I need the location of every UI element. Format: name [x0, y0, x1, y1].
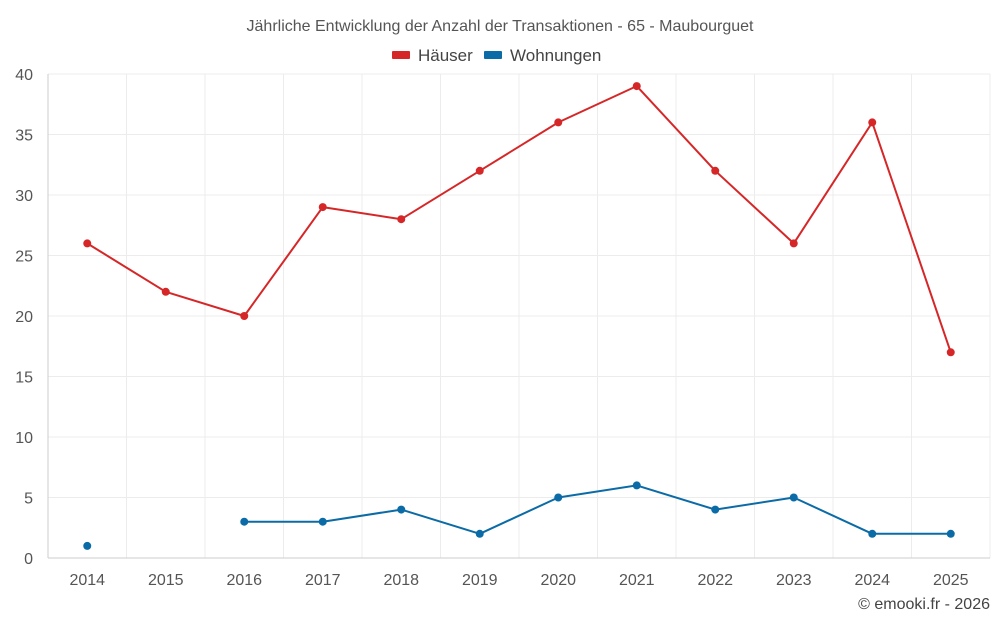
data-point-haeuser[interactable] — [397, 215, 406, 224]
data-point-haeuser[interactable] — [161, 287, 170, 296]
data-point-haeuser[interactable] — [946, 348, 955, 357]
x-tick-label: 2017 — [305, 572, 341, 589]
x-tick-label: 2025 — [933, 572, 969, 589]
series-line-wohnungen — [244, 484, 951, 535]
data-point-wohnungen[interactable] — [397, 505, 406, 514]
y-tick-label: 40 — [15, 67, 33, 84]
x-tick-label: 2018 — [383, 572, 419, 589]
data-point-wohnungen[interactable] — [318, 517, 327, 526]
credit-text: © emooki.fr - 2026 — [858, 596, 990, 613]
data-point-wohnungen[interactable] — [554, 493, 563, 502]
y-tick-label: 5 — [24, 491, 33, 508]
data-point-wohnungen[interactable] — [946, 529, 955, 538]
legend-swatch-wohnungen — [484, 51, 502, 59]
data-point-haeuser[interactable] — [475, 166, 484, 175]
legend-label-wohnungen[interactable]: Wohnungen — [510, 46, 601, 65]
y-tick-label: 25 — [15, 249, 33, 266]
data-point-wohnungen[interactable] — [789, 493, 798, 502]
x-tick-label: 2024 — [854, 572, 890, 589]
grid — [47, 73, 991, 559]
data-point-haeuser[interactable] — [240, 312, 249, 320]
x-tick-label: 2014 — [69, 572, 105, 589]
data-point-wohnungen[interactable] — [711, 505, 720, 514]
legend: Häuser Wohnungen — [392, 46, 601, 65]
data-point-haeuser[interactable] — [318, 203, 327, 212]
y-tick-label: 35 — [15, 128, 33, 145]
data-point-haeuser[interactable] — [632, 82, 641, 91]
x-tick-label: 2019 — [462, 572, 498, 589]
x-tick-label: 2021 — [619, 572, 655, 589]
y-tick-label: 10 — [15, 430, 33, 447]
y-tick-label: 20 — [15, 309, 33, 326]
x-tick-label: 2015 — [148, 572, 184, 589]
x-tick-label: 2020 — [540, 572, 576, 589]
data-point-haeuser[interactable] — [868, 118, 877, 127]
x-tick-label: 2016 — [226, 572, 262, 589]
y-tick-label: 0 — [24, 551, 33, 568]
y-tick-label: 15 — [15, 370, 33, 387]
y-tick-label: 30 — [15, 188, 33, 205]
data-point-haeuser[interactable] — [83, 239, 92, 248]
chart-title: Jährliche Entwicklung der Anzahl der Tra… — [247, 18, 755, 35]
data-point-wohnungen[interactable] — [475, 529, 484, 538]
data-point-wohnungen[interactable] — [868, 529, 877, 538]
series-line-haeuser — [86, 85, 952, 353]
legend-swatch-haeuser — [392, 51, 410, 59]
legend-label-haeuser[interactable]: Häuser — [418, 46, 473, 65]
data-point-wohnungen[interactable] — [83, 541, 92, 550]
x-tick-label: 2022 — [697, 572, 733, 589]
data-point-haeuser[interactable] — [789, 239, 798, 248]
data-point-wohnungen[interactable] — [240, 517, 249, 526]
data-point-haeuser[interactable] — [711, 166, 720, 175]
series — [83, 82, 955, 550]
x-tick-label: 2023 — [776, 572, 812, 589]
data-point-wohnungen[interactable] — [632, 481, 641, 490]
data-point-haeuser[interactable] — [554, 118, 563, 127]
